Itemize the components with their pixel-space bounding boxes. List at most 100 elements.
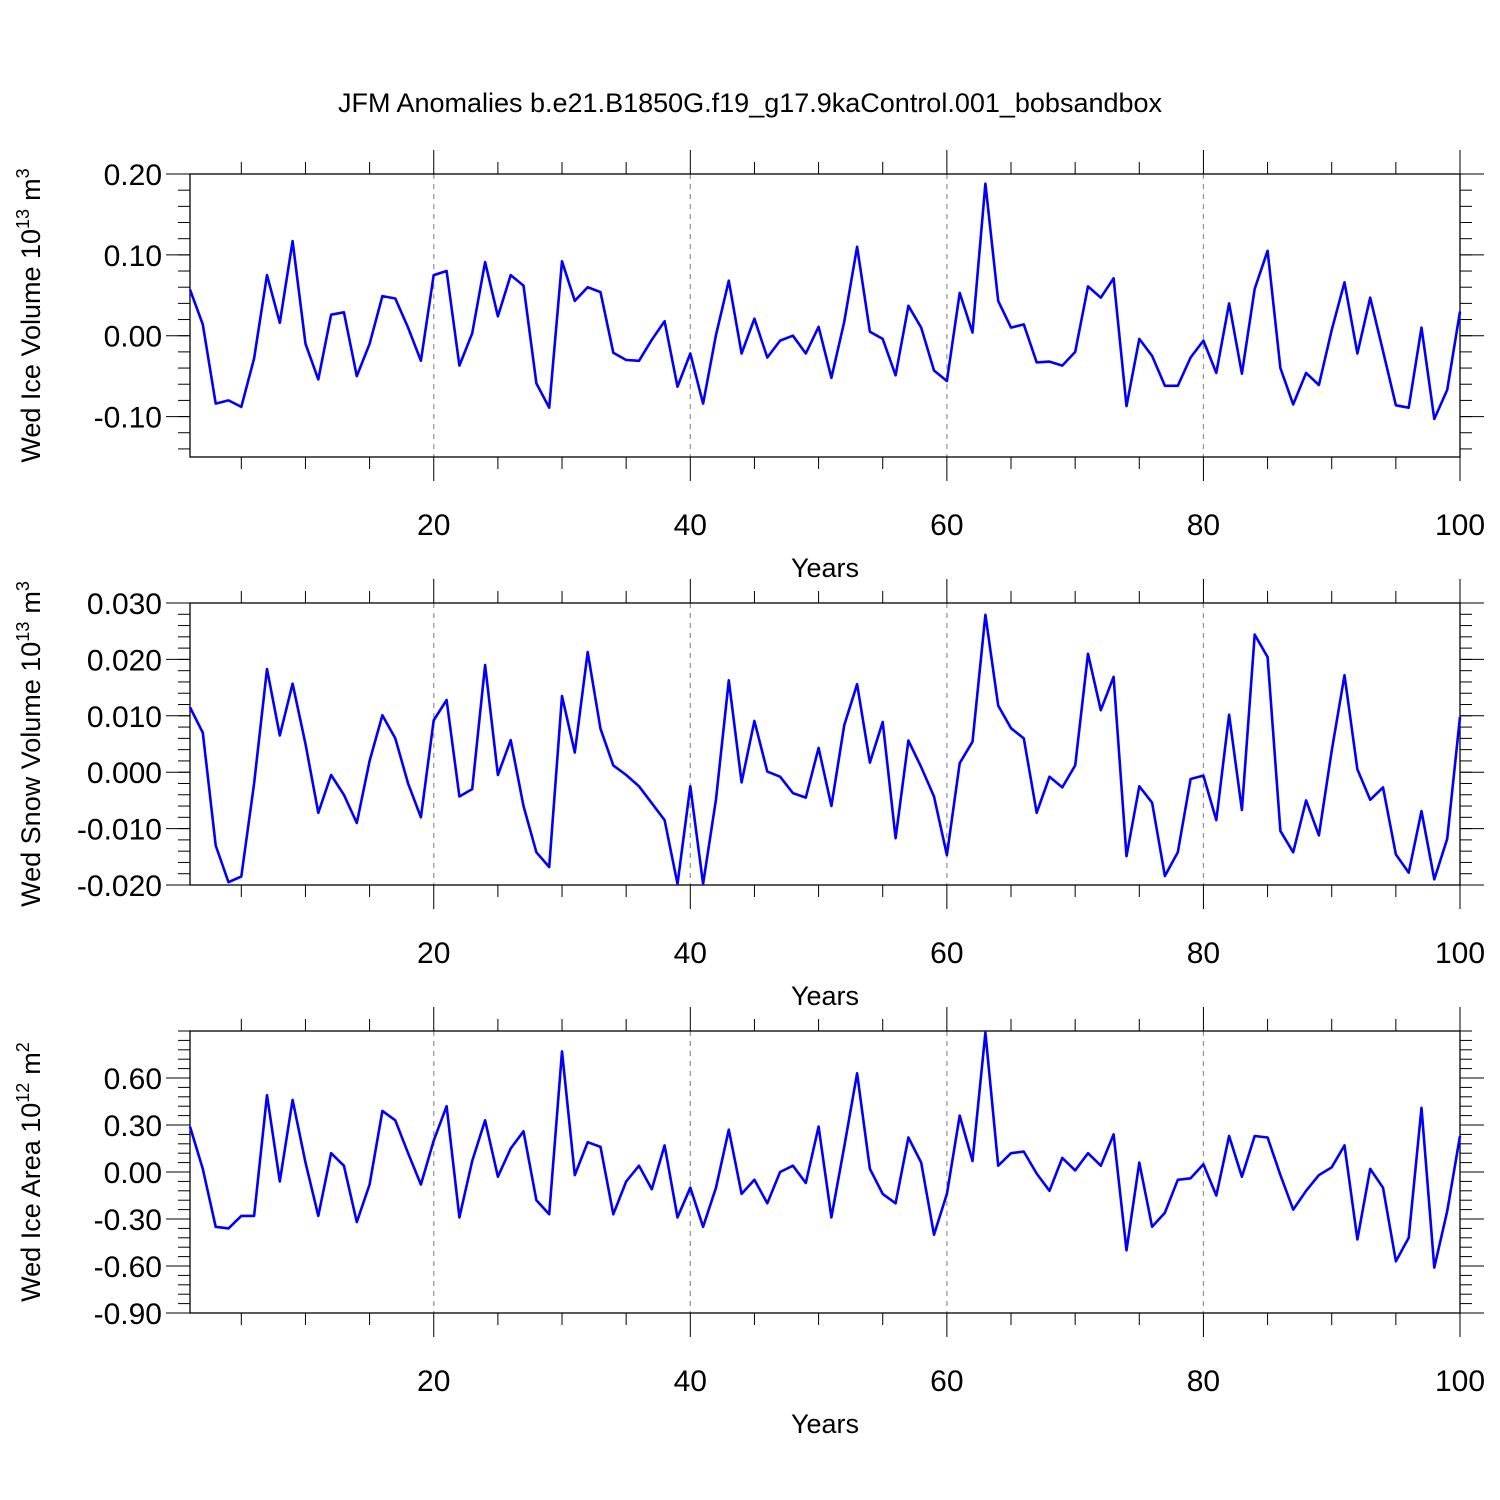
data-point — [959, 762, 961, 764]
y-tick-label: 0.020 — [87, 644, 162, 677]
data-point — [1010, 327, 1012, 329]
y-axis-label-unit-exponent: 2 — [13, 1042, 33, 1052]
data-point — [1087, 285, 1089, 287]
data-point — [1048, 1190, 1051, 1192]
data-point — [510, 274, 512, 276]
data-point — [445, 1105, 448, 1107]
data-point — [407, 327, 409, 329]
data-point — [651, 339, 653, 341]
data-point — [753, 720, 756, 722]
data-point — [1087, 1152, 1089, 1154]
data-point — [368, 1183, 371, 1186]
data-point — [753, 1179, 756, 1181]
data-point — [882, 1193, 884, 1195]
data-point — [407, 1152, 409, 1154]
data-point — [599, 1146, 602, 1148]
data-point — [471, 788, 473, 790]
data-point — [959, 292, 961, 294]
data-point — [997, 705, 999, 707]
data-point — [702, 1226, 704, 1228]
data-point — [1318, 834, 1320, 836]
data-point — [471, 1160, 473, 1162]
x-axis-label: Years — [791, 981, 859, 1011]
data-point — [1061, 365, 1063, 367]
data-point — [356, 822, 358, 824]
data-point — [445, 699, 448, 701]
data-point — [317, 378, 319, 380]
data-point — [433, 1140, 435, 1142]
data-point — [292, 240, 294, 242]
data-point — [1036, 812, 1038, 814]
data-point — [202, 323, 204, 325]
data-point — [1420, 327, 1423, 329]
data-point — [1202, 339, 1205, 342]
data-point — [715, 798, 717, 800]
y-tick-label: 0.00 — [104, 321, 162, 354]
y-tick-label: -0.60 — [94, 1251, 162, 1284]
data-point — [830, 377, 833, 379]
data-point — [907, 740, 909, 742]
data-point — [1395, 404, 1397, 406]
data-point — [1023, 1151, 1025, 1153]
data-point — [984, 1031, 986, 1034]
data-point — [1190, 356, 1192, 359]
data-point — [830, 805, 833, 807]
data-point — [625, 774, 627, 776]
data-point — [548, 407, 550, 409]
data-point — [1305, 372, 1307, 374]
data-point — [1138, 338, 1140, 340]
data-point — [1177, 385, 1179, 387]
data-point — [728, 679, 730, 681]
data-point — [612, 1213, 614, 1215]
data-point — [1036, 361, 1038, 363]
x-tick-label: 20 — [417, 1365, 450, 1398]
data-point — [997, 1165, 999, 1167]
data-point — [510, 739, 512, 741]
y-axis-label-text: Wed Ice Area 10 — [16, 1103, 46, 1302]
data-point — [189, 289, 191, 291]
data-point — [1036, 1172, 1038, 1175]
data-point — [368, 760, 371, 762]
data-point — [920, 1162, 922, 1164]
data-point — [1459, 716, 1461, 718]
data-point — [215, 1226, 217, 1228]
data-point — [1382, 1187, 1384, 1189]
data-point — [1177, 1179, 1179, 1181]
data-point — [1343, 674, 1346, 676]
data-point — [1420, 1107, 1423, 1109]
data-point — [1279, 367, 1282, 369]
data-point — [612, 764, 614, 767]
data-point — [1048, 776, 1051, 778]
data-point — [1369, 799, 1371, 801]
data-point — [894, 374, 897, 376]
data-point — [843, 321, 845, 323]
data-point — [1408, 871, 1410, 874]
y-axis-label-text: Wed Ice Volume 10 — [16, 229, 46, 463]
data-point — [1292, 1209, 1294, 1211]
data-point — [343, 311, 345, 313]
data-point — [1228, 1135, 1230, 1137]
data-point — [920, 327, 922, 329]
data-point — [292, 683, 294, 685]
data-point — [830, 1216, 833, 1219]
data-point — [420, 1183, 422, 1186]
data-point — [330, 774, 332, 776]
data-point — [715, 1187, 717, 1189]
data-point — [497, 1176, 499, 1178]
data-point — [1408, 407, 1410, 409]
data-point — [330, 314, 332, 316]
data-point — [1151, 802, 1153, 804]
y-axis-label-unit-exponent: 3 — [13, 581, 33, 591]
data-point — [728, 1129, 730, 1131]
x-tick-label: 20 — [417, 937, 450, 970]
data-point — [240, 1215, 242, 1217]
data-point — [1433, 418, 1435, 420]
data-point — [856, 1072, 858, 1074]
data-point — [1241, 809, 1243, 811]
y-tick-label: 0.20 — [104, 159, 162, 192]
data-point — [741, 1193, 743, 1195]
data-point — [1023, 323, 1025, 325]
data-point — [920, 766, 922, 768]
x-tick-label: 80 — [1187, 509, 1220, 542]
data-point — [856, 246, 858, 248]
